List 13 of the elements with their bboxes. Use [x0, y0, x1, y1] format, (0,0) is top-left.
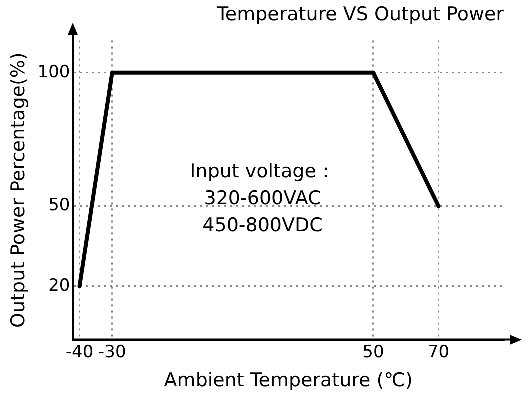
y-tick-label: 50 [48, 196, 70, 216]
annotation: 320-600VAC [204, 187, 322, 210]
chart-title: Temperature VS Output Power [216, 3, 504, 26]
x-tick-label: -40 [66, 342, 94, 362]
x-axis-title: Ambient Temperature (℃) [164, 370, 413, 392]
x-tick-label: 70 [428, 342, 450, 362]
y-tick-label: 20 [48, 276, 70, 296]
y-tick-label: 100 [38, 62, 70, 82]
x-tick-label: 50 [362, 342, 384, 362]
y-axis-title: Output Power Percentage(%) [7, 52, 30, 328]
annotation: 450-800VDC [202, 214, 323, 236]
x-tick-label: -30 [98, 342, 126, 362]
annotation: Input voltage： [190, 160, 336, 182]
